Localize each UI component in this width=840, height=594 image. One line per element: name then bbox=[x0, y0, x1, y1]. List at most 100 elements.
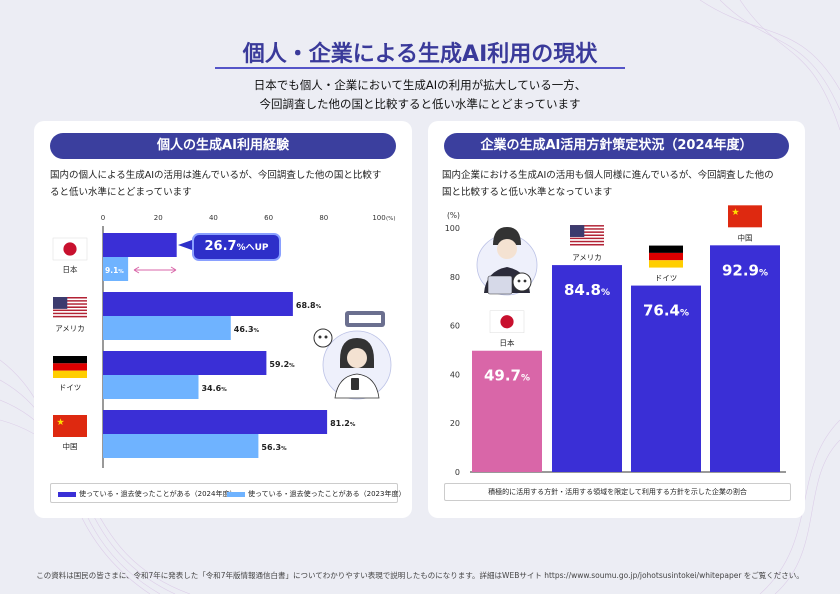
flag-band bbox=[53, 363, 87, 371]
flag-stripe bbox=[570, 226, 604, 229]
category-label: 日本 bbox=[63, 264, 78, 274]
page-title: 個人・企業による生成AI利用の現状 bbox=[242, 42, 598, 67]
bar-2023 bbox=[103, 375, 199, 399]
flag-stripe bbox=[570, 229, 604, 232]
personal-usage-chart: 0 20 40 60 80 100 (%) 日本 9.1% アメリカ 68.8% 46.3% ドイツ 59… bbox=[52, 214, 396, 468]
y-tick-label: 100 bbox=[445, 224, 460, 233]
flag-stripe bbox=[570, 245, 604, 248]
bar-usa bbox=[552, 265, 622, 472]
bar-2024 bbox=[103, 233, 177, 257]
data-label: 92.9% bbox=[722, 261, 768, 279]
flag-band bbox=[53, 370, 87, 378]
page-subtitle: 日本でも個人・企業において生成AIの利用が拡大している一方、 今回調査した他の国… bbox=[0, 76, 840, 114]
flag-stripe bbox=[570, 239, 604, 241]
data-label: 76.4% bbox=[643, 302, 689, 320]
bar-2024 bbox=[103, 351, 267, 375]
bar-2023 bbox=[103, 316, 231, 340]
flag-stripe bbox=[53, 308, 87, 310]
flag-stripe bbox=[53, 315, 87, 318]
y-tick-label: 80 bbox=[450, 273, 460, 282]
flag-star: ★ bbox=[731, 207, 739, 218]
flag-stripe bbox=[53, 314, 87, 316]
panel-description: 国内の個人による生成AIの活用は進んでいるが、今回調査した他の国と比較す ると低… bbox=[50, 170, 382, 198]
japan-growth-callout: 26.7%へUP bbox=[192, 233, 281, 261]
flag-stripe bbox=[53, 301, 87, 304]
category-label: 中国 bbox=[738, 232, 753, 242]
flag-germany-icon bbox=[649, 245, 683, 268]
flag-japan-icon bbox=[489, 310, 525, 333]
flag-stripe bbox=[53, 317, 87, 319]
flag-japan-icon bbox=[52, 237, 88, 261]
y-tick-label: 20 bbox=[450, 419, 460, 428]
flag-sun bbox=[500, 315, 514, 329]
robot-avatar-icon bbox=[313, 328, 333, 348]
category-label: 中国 bbox=[63, 441, 78, 451]
chart-legend: 使っている・過去使ったことがある（2024年度） 使っている・過去使ったことがあ… bbox=[50, 483, 405, 503]
flag-band bbox=[649, 252, 683, 261]
x-tick-label: 0 bbox=[101, 214, 105, 222]
flag-canton bbox=[570, 225, 585, 237]
bar-germany bbox=[631, 285, 701, 472]
y-tick-label: 60 bbox=[450, 322, 460, 331]
robot-eye bbox=[318, 335, 322, 339]
subtitle-line: 日本でも個人・企業において生成AIの利用が拡大している一方、 bbox=[253, 78, 587, 92]
robot-eye bbox=[523, 279, 527, 283]
y-tick-label: 0 bbox=[455, 468, 460, 477]
category-label: アメリカ bbox=[572, 253, 602, 262]
x-tick-label: 20 bbox=[154, 214, 163, 222]
flag-stripe bbox=[570, 231, 604, 233]
businessman-face bbox=[497, 239, 517, 259]
bar-2023 bbox=[103, 257, 129, 281]
flag-usa-icon bbox=[53, 297, 87, 319]
y-tick-label: 40 bbox=[450, 370, 460, 379]
category-label: ドイツ bbox=[59, 383, 82, 392]
chart-note: 積極的に活用する方針・活用する領域を限定して利用する方針を示した企業の割合 bbox=[444, 483, 791, 501]
laptop-icon bbox=[487, 275, 513, 295]
data-label: 46.3% bbox=[234, 325, 260, 334]
flag-stripe bbox=[53, 309, 87, 312]
flag-field bbox=[728, 205, 762, 228]
flag-stripe bbox=[570, 228, 604, 230]
flag-china-icon: ★ bbox=[728, 205, 762, 228]
data-label: 34.6% bbox=[201, 384, 227, 393]
flag-stripe bbox=[53, 304, 87, 307]
flag-canton bbox=[53, 297, 68, 309]
flag-stripe bbox=[53, 297, 87, 299]
flag-china-icon: ★ bbox=[53, 415, 87, 437]
bar-2023 bbox=[103, 434, 259, 458]
category-label: 日本 bbox=[500, 338, 515, 348]
flag-stripe bbox=[570, 236, 604, 238]
panel-title: 企業の生成AI活用方針策定状況（2024年度） bbox=[444, 133, 789, 159]
y-axis-unit: (%) bbox=[447, 211, 460, 220]
growth-arrow-heads bbox=[133, 266, 177, 274]
robot-eye bbox=[324, 335, 328, 339]
flag-stripe bbox=[53, 298, 87, 301]
phone-icon bbox=[351, 378, 359, 390]
person-with-phone-illustration bbox=[313, 311, 392, 400]
footer-note: この資料は国民の皆さまに、令和7年に発表した「令和7年版情報通信白書」についてわ… bbox=[36, 571, 804, 580]
flag-stripe bbox=[570, 234, 604, 237]
businessman-hair bbox=[493, 227, 521, 245]
flag-stripe bbox=[570, 232, 604, 235]
flag-stripe bbox=[570, 242, 604, 244]
data-label: 84.8% bbox=[564, 281, 610, 299]
person-face bbox=[347, 348, 367, 368]
bar-2024 bbox=[103, 410, 328, 434]
category-label: ドイツ bbox=[655, 274, 678, 283]
data-label: 59.2% bbox=[269, 360, 295, 369]
x-tick-label: 100 bbox=[372, 214, 385, 222]
robot-eye bbox=[517, 279, 521, 283]
bar-2024 bbox=[103, 292, 293, 316]
flag-stripe bbox=[53, 311, 87, 313]
flag-stripe bbox=[53, 306, 87, 308]
flag-band bbox=[649, 260, 683, 268]
callout-pointer bbox=[178, 240, 192, 250]
flag-stripe bbox=[570, 225, 604, 227]
robot-avatar-icon bbox=[512, 272, 532, 292]
flag-band bbox=[649, 245, 683, 253]
flag-band bbox=[53, 356, 87, 364]
subtitle-line: 今回調査した他の国と比較すると低い水準にとどまっています bbox=[259, 97, 581, 111]
legend-item-2024: 使っている・過去使ったことがある（2024年度） bbox=[58, 489, 236, 499]
title-underline bbox=[215, 67, 625, 69]
corporate-policy-chart: (%) 0 20 40 60 80 100 49.7% 日本 84.8% アメリカ 76.4% ドイツ 9… bbox=[445, 205, 786, 477]
